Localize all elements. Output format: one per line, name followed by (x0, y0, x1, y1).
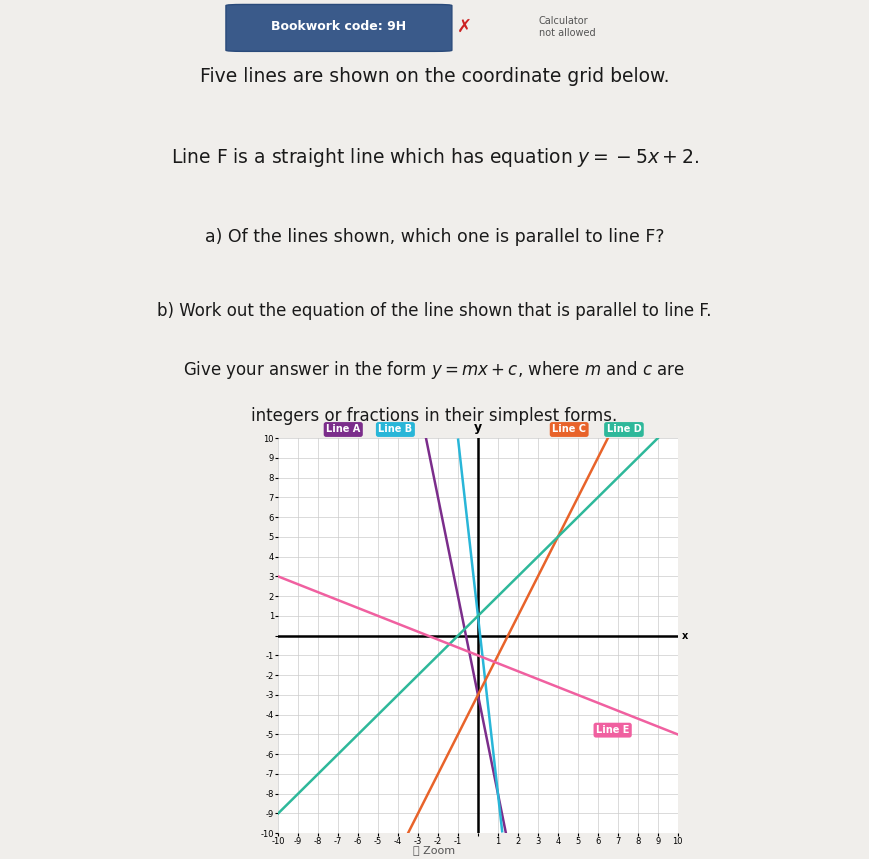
Text: Calculator
not allowed: Calculator not allowed (539, 16, 595, 38)
Text: Line C: Line C (552, 424, 587, 435)
Text: Line A: Line A (326, 424, 361, 435)
Text: a) Of the lines shown, which one is parallel to line F?: a) Of the lines shown, which one is para… (205, 228, 664, 246)
Text: Line D: Line D (607, 424, 641, 435)
Text: b) Work out the equation of the line shown that is parallel to line F.: b) Work out the equation of the line sho… (157, 302, 712, 320)
Text: Line B: Line B (378, 424, 413, 435)
Text: Five lines are shown on the coordinate grid below.: Five lines are shown on the coordinate g… (200, 67, 669, 86)
Text: x: x (682, 631, 688, 641)
Text: integers or fractions in their simplest forms.: integers or fractions in their simplest … (251, 407, 618, 425)
Text: Bookwork code: 9H: Bookwork code: 9H (271, 21, 407, 34)
Text: ✗: ✗ (457, 18, 473, 36)
Text: Give your answer in the form $y = mx + c$, where $m$ and $c$ are: Give your answer in the form $y = mx + c… (183, 358, 686, 381)
Text: Line F is a straight line which has equation $y = -5x + 2$.: Line F is a straight line which has equa… (170, 145, 699, 168)
Text: y: y (474, 421, 482, 434)
FancyBboxPatch shape (226, 4, 452, 52)
Text: 🔍 Zoom: 🔍 Zoom (414, 844, 455, 855)
Text: Line E: Line E (596, 725, 629, 735)
